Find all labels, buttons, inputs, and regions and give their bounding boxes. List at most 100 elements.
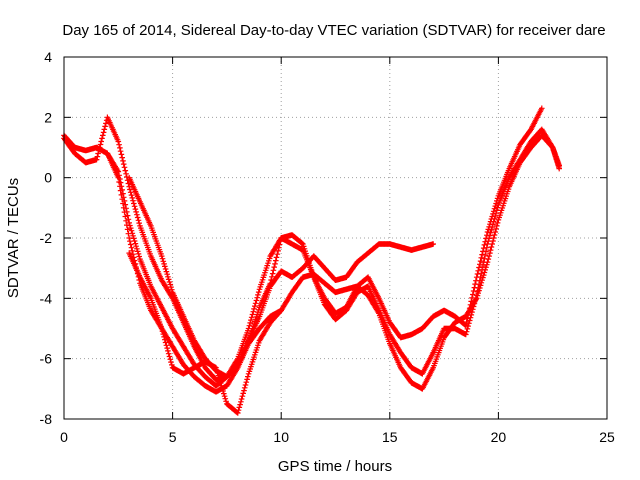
data-point bbox=[158, 253, 165, 259]
data-point bbox=[120, 161, 127, 167]
data-point bbox=[494, 204, 501, 211]
data-point bbox=[249, 311, 256, 318]
x-axis-label: GPS time / hours bbox=[278, 458, 392, 475]
data-point bbox=[94, 153, 101, 160]
data-point bbox=[131, 238, 138, 244]
y-tick-label: -8 bbox=[40, 411, 53, 427]
data-point bbox=[478, 255, 485, 261]
x-tick-label: 5 bbox=[169, 429, 177, 445]
data-point bbox=[161, 261, 167, 267]
data-point bbox=[483, 248, 489, 255]
data-point bbox=[478, 280, 485, 286]
data-point bbox=[255, 289, 262, 295]
data-point bbox=[135, 217, 142, 224]
data-point bbox=[470, 288, 477, 294]
series-3 bbox=[104, 132, 562, 395]
data-point bbox=[481, 269, 488, 276]
data-point bbox=[159, 328, 166, 335]
data-point bbox=[484, 261, 490, 268]
data-point bbox=[127, 225, 134, 231]
data-point bbox=[116, 179, 122, 185]
data-point bbox=[165, 274, 171, 280]
data-point bbox=[129, 195, 136, 201]
data-point bbox=[269, 274, 275, 280]
data-point bbox=[487, 247, 494, 253]
data-point bbox=[130, 233, 136, 239]
data-point bbox=[255, 292, 261, 298]
data-point bbox=[239, 393, 246, 399]
data-point bbox=[477, 285, 483, 291]
data-point bbox=[270, 267, 277, 274]
data-point bbox=[477, 282, 484, 289]
data-point bbox=[134, 211, 140, 218]
data-point bbox=[493, 226, 499, 232]
data-point bbox=[484, 244, 490, 251]
data-point bbox=[215, 372, 222, 379]
data-point bbox=[133, 209, 139, 215]
data-point bbox=[242, 382, 249, 388]
data-point bbox=[241, 385, 248, 391]
data-point bbox=[100, 129, 107, 136]
data-point bbox=[127, 186, 133, 193]
y-tick-label: -4 bbox=[40, 290, 53, 306]
data-point bbox=[99, 135, 105, 142]
data-point bbox=[220, 388, 226, 394]
data-point bbox=[485, 256, 492, 262]
data-point bbox=[117, 145, 123, 151]
data-point bbox=[222, 395, 229, 402]
series-layer bbox=[61, 105, 562, 416]
data-point bbox=[476, 287, 482, 294]
data-point bbox=[164, 271, 170, 277]
data-point bbox=[240, 390, 246, 397]
data-point bbox=[476, 264, 482, 271]
data-point bbox=[128, 192, 135, 198]
data-point bbox=[223, 398, 229, 405]
data-point bbox=[494, 223, 500, 229]
y-tick-label: 4 bbox=[44, 49, 52, 65]
data-point bbox=[238, 399, 244, 405]
data-point bbox=[463, 328, 470, 335]
data-point bbox=[118, 192, 125, 198]
data-point bbox=[244, 376, 250, 383]
data-point bbox=[254, 294, 260, 301]
data-point bbox=[160, 331, 167, 337]
data-point bbox=[166, 353, 173, 360]
data-point bbox=[482, 267, 488, 273]
data-point bbox=[491, 216, 498, 222]
data-point bbox=[252, 303, 258, 309]
y-tick-label: 0 bbox=[44, 170, 52, 186]
data-point bbox=[119, 154, 125, 161]
data-point bbox=[235, 410, 241, 416]
data-point bbox=[165, 348, 171, 354]
data-point bbox=[122, 213, 129, 220]
data-point bbox=[125, 230, 132, 237]
data-point bbox=[158, 325, 165, 332]
data-point bbox=[217, 380, 224, 386]
data-point bbox=[252, 300, 259, 307]
data-point bbox=[477, 261, 483, 268]
data-point bbox=[128, 244, 135, 251]
data-point bbox=[119, 196, 125, 202]
data-point bbox=[489, 241, 495, 247]
data-point bbox=[117, 183, 123, 190]
data-point bbox=[217, 377, 223, 384]
data-point bbox=[165, 276, 172, 283]
data-point bbox=[470, 291, 476, 298]
data-point bbox=[275, 248, 281, 254]
tick-labels: 0 5 10 15 20 25 -8 -6 -4 -2 0 2 4 bbox=[40, 49, 615, 445]
data-point bbox=[473, 295, 480, 302]
data-point bbox=[96, 144, 103, 151]
data-point bbox=[488, 244, 495, 250]
data-point bbox=[474, 271, 481, 277]
data-point bbox=[169, 286, 175, 293]
data-point bbox=[274, 251, 281, 257]
data-point bbox=[124, 222, 130, 228]
ticks bbox=[63, 56, 608, 420]
data-point bbox=[494, 207, 500, 214]
data-point bbox=[490, 218, 497, 225]
data-point bbox=[247, 320, 253, 326]
data-point bbox=[269, 270, 276, 277]
data-point bbox=[430, 241, 436, 247]
data-point bbox=[245, 373, 251, 380]
data-point bbox=[169, 362, 175, 368]
